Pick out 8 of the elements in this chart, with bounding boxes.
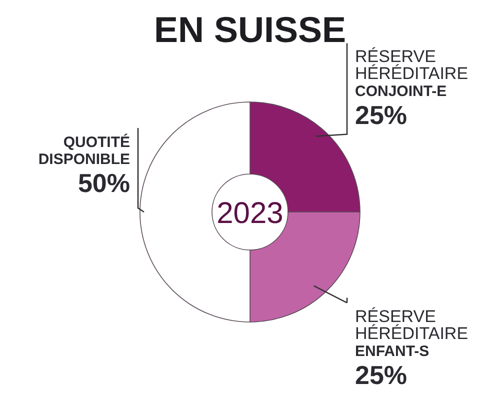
data-label: 25% bbox=[355, 100, 408, 130]
slice-label: RÉSERVE HÉRÉDITAIRE ENFANT-S bbox=[355, 306, 468, 360]
slice-label: RÉSERVE HÉRÉDITAIRE CONJOINT-E bbox=[355, 47, 468, 100]
chart-title: EN SUISSE bbox=[154, 9, 346, 50]
text: 2023 bbox=[216, 197, 284, 230]
slice-label: QUOTITÉ DISPONIBLE bbox=[38, 133, 130, 168]
data-label: 25% bbox=[355, 360, 408, 390]
data-label: 50% bbox=[78, 168, 130, 198]
